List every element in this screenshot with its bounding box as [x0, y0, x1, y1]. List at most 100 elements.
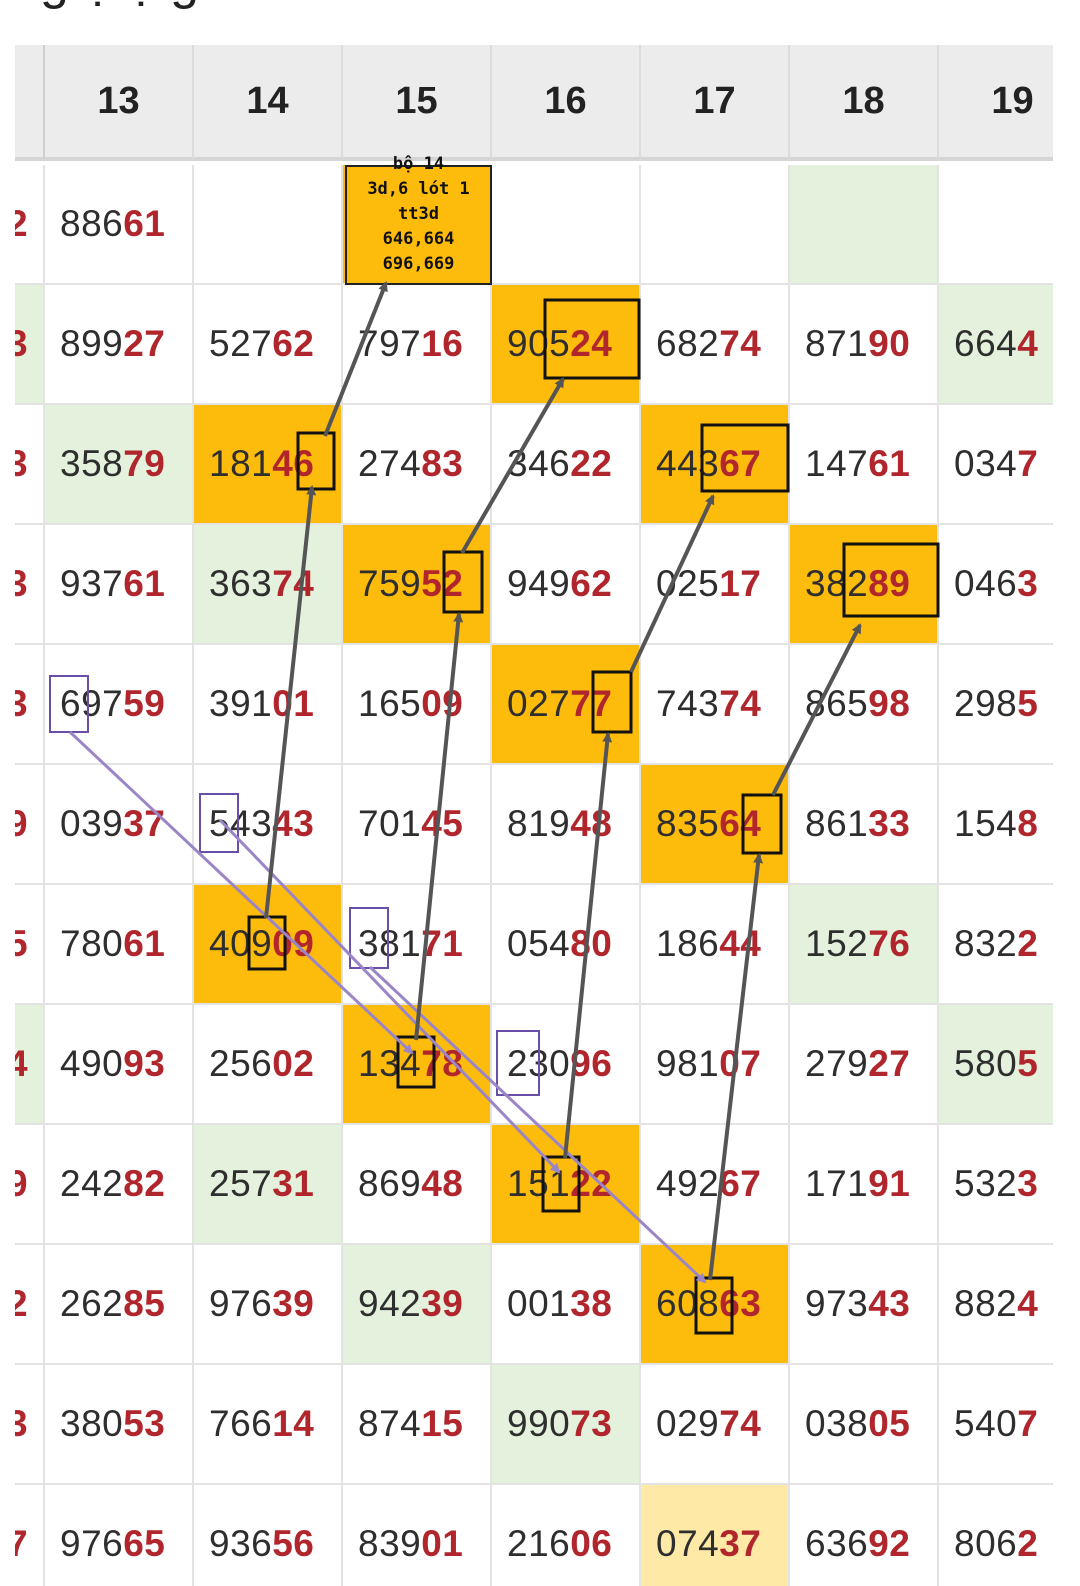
cell-number: 24282	[45, 1163, 165, 1205]
number-prefix: 865	[805, 683, 869, 724]
number-prefix: 492	[656, 1163, 720, 1204]
number-tail: 4	[1017, 1283, 1039, 1324]
number-prefix: 027	[507, 683, 571, 724]
cell-number: 18644	[641, 923, 761, 965]
column-header-15[interactable]: 15	[343, 45, 492, 161]
cell-number: 52762	[194, 323, 314, 365]
table-cell: 03805	[790, 1365, 939, 1485]
number-prefix: 186	[656, 923, 720, 964]
number-prefix: 532	[954, 1163, 1018, 1204]
number-tail: 7	[1017, 1403, 1039, 1444]
table-cell: 90524	[492, 285, 641, 405]
number-prefix: 216	[507, 1523, 571, 1564]
table-cell: 35879	[45, 405, 194, 525]
cell-number: 86133	[790, 803, 910, 845]
highlight-box	[842, 542, 940, 618]
cell-number: 02517	[641, 563, 761, 605]
cell-number: 5	[15, 923, 28, 965]
column-header-18[interactable]: 18	[790, 45, 939, 161]
column-header-edge[interactable]	[15, 45, 45, 161]
cell-number: 83564	[641, 803, 761, 845]
cell-number: 0347	[939, 443, 1038, 485]
trend-arrow	[414, 612, 464, 1041]
table-cell: 69759	[45, 645, 194, 765]
number-tail: 4	[15, 1043, 28, 1084]
cell-number: 8824	[939, 1283, 1038, 1325]
number-tail: 98	[868, 683, 911, 724]
table-cell: 24282	[45, 1125, 194, 1245]
cell-number: 7	[15, 1523, 28, 1565]
number-prefix: 780	[60, 923, 124, 964]
annotation-note: bộ 14 3d,6 lót 1 tt3d 646,664 696,669	[345, 154, 492, 285]
table-cell: 38053	[45, 1365, 194, 1485]
table-cell: 6644	[939, 285, 1053, 405]
number-tail: 22	[570, 443, 613, 484]
number-prefix: 527	[209, 323, 273, 364]
number-prefix: 034	[954, 443, 1018, 484]
number-tail: 65	[123, 1523, 166, 1564]
number-tail: 67	[719, 443, 762, 484]
column-header-16[interactable]: 16	[492, 45, 641, 161]
number-prefix: 608	[656, 1283, 720, 1324]
table-cell: 39101	[194, 645, 343, 765]
number-tail: 37	[123, 803, 166, 844]
table-cell: 2	[15, 1245, 45, 1365]
table-cell: 8824	[939, 1245, 1053, 1365]
table-cell: 5805	[939, 1005, 1053, 1125]
number-tail: 85	[123, 1283, 166, 1324]
cell-number: 0463	[939, 563, 1038, 605]
number-prefix: 899	[60, 323, 124, 364]
highlight-box	[296, 431, 336, 491]
number-tail: 2	[15, 1283, 28, 1324]
table-cell: 93656	[194, 1485, 343, 1586]
table-cell: 25602	[194, 1005, 343, 1125]
number-tail: 74	[272, 563, 315, 604]
number-tail: 74	[719, 323, 762, 364]
column-header-17[interactable]: 17	[641, 45, 790, 161]
column-header-14[interactable]: 14	[194, 45, 343, 161]
number-prefix: 819	[507, 803, 571, 844]
note-line-4: 646,664	[382, 229, 455, 249]
table-cell: 3	[15, 285, 45, 405]
cell-number: 18146	[194, 443, 314, 485]
table-cell: 02777	[492, 645, 641, 765]
highlight-box	[694, 1276, 734, 1335]
table-cell: 8062	[939, 1485, 1053, 1586]
cell-number: 25602	[194, 1043, 314, 1085]
table-cell: 87190	[790, 285, 939, 405]
cell-number: 1548	[939, 803, 1038, 845]
number-tail: 62	[570, 563, 613, 604]
cell-number: 3	[15, 323, 28, 365]
cell-number: 69759	[45, 683, 165, 725]
number-tail: 90	[868, 323, 911, 364]
cell-number: 5323	[939, 1163, 1038, 1205]
number-prefix: 905	[507, 323, 571, 364]
trend-arrow	[264, 485, 317, 919]
highlight-box	[543, 298, 641, 380]
number-tail: 2	[1017, 923, 1039, 964]
table-cell: 79716	[343, 285, 492, 405]
number-tail: 9	[15, 803, 28, 844]
number-tail: 74	[719, 1403, 762, 1444]
cell-number: 5407	[939, 1403, 1038, 1445]
number-tail: 56	[272, 1523, 315, 1564]
cell-number: 76614	[194, 1403, 314, 1445]
table-cell: 86948	[343, 1125, 492, 1245]
cell-number: 2	[15, 203, 28, 245]
cell-number: 89927	[45, 323, 165, 365]
cell-number: 97665	[45, 1523, 165, 1565]
number-prefix: 490	[60, 1043, 124, 1084]
table-cell: 34622	[492, 405, 641, 525]
table-cell: 7	[15, 1485, 45, 1586]
number-tail: 43	[868, 1283, 911, 1324]
marker-box	[496, 1030, 540, 1096]
table-cell: 15276	[790, 885, 939, 1005]
column-header-13[interactable]: 13	[45, 45, 194, 161]
table-cell: 89927	[45, 285, 194, 405]
cell-number: 34622	[492, 443, 612, 485]
number-tail: 44	[719, 923, 762, 964]
number-prefix: 664	[954, 323, 1018, 364]
cell-number: 70145	[343, 803, 463, 845]
number-prefix: 839	[358, 1523, 422, 1564]
column-header-19[interactable]: 19	[939, 45, 1053, 161]
